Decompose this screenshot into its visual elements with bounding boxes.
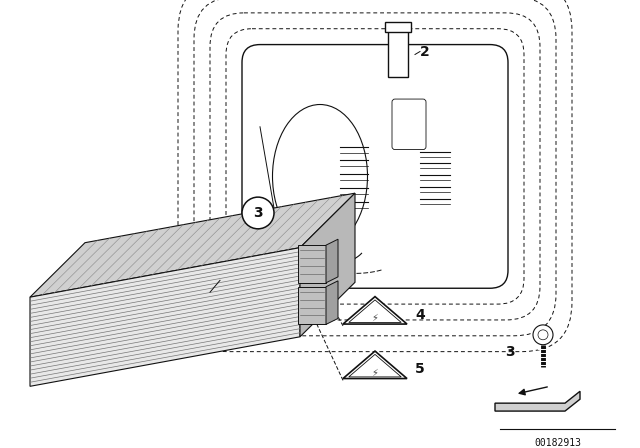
Text: ⚡: ⚡	[372, 367, 378, 378]
Text: 3: 3	[253, 206, 263, 220]
Polygon shape	[300, 193, 355, 337]
Text: ⚡: ⚡	[372, 313, 378, 323]
Bar	[388, 28, 408, 77]
Text: 00182913: 00182913	[534, 438, 581, 448]
Polygon shape	[326, 239, 338, 283]
Bar	[385, 22, 411, 32]
Polygon shape	[343, 297, 407, 324]
Polygon shape	[298, 245, 326, 283]
Text: 5: 5	[415, 362, 425, 376]
Text: 2: 2	[420, 44, 429, 59]
Circle shape	[533, 325, 553, 345]
Circle shape	[242, 197, 274, 229]
Text: 4: 4	[415, 308, 425, 322]
FancyBboxPatch shape	[242, 44, 508, 288]
Text: 3: 3	[505, 345, 515, 359]
Text: 1: 1	[222, 268, 232, 282]
Polygon shape	[326, 281, 338, 324]
Polygon shape	[30, 193, 355, 297]
Polygon shape	[30, 248, 300, 386]
Polygon shape	[343, 351, 407, 379]
Polygon shape	[298, 287, 326, 324]
FancyArrowPatch shape	[519, 387, 547, 395]
Polygon shape	[495, 391, 580, 411]
